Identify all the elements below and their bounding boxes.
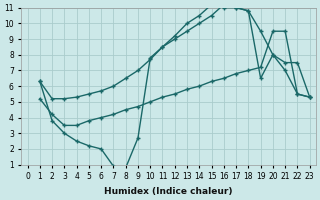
X-axis label: Humidex (Indice chaleur): Humidex (Indice chaleur) [104,187,233,196]
